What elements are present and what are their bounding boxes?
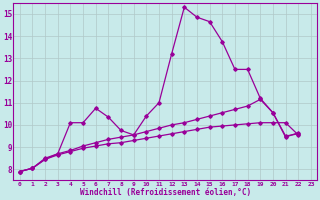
X-axis label: Windchill (Refroidissement éolien,°C): Windchill (Refroidissement éolien,°C) [80, 188, 251, 197]
